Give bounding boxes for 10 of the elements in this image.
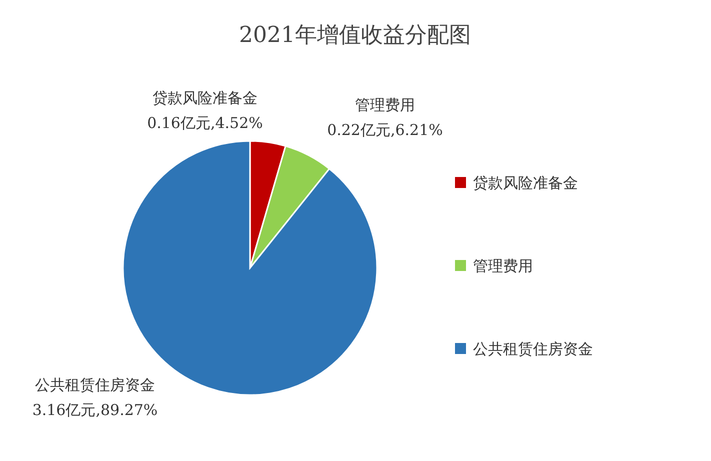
slice-label: 管理费用 <box>355 96 415 114</box>
data-label: 3.16亿元,89.27% <box>32 401 158 419</box>
legend-label: 公共租赁住房资金 <box>473 340 593 358</box>
slice-label: 公共租赁住房资金 <box>35 376 155 394</box>
data-label: 0.22亿元,6.21% <box>327 121 443 139</box>
legend-label: 管理费用 <box>473 257 533 275</box>
chart-title: 2021年增值收益分配图 <box>239 23 471 48</box>
data-label: 0.16亿元,4.52% <box>147 114 263 132</box>
legend-label: 贷款风险准备金 <box>473 174 578 192</box>
slice-label: 贷款风险准备金 <box>152 89 258 107</box>
